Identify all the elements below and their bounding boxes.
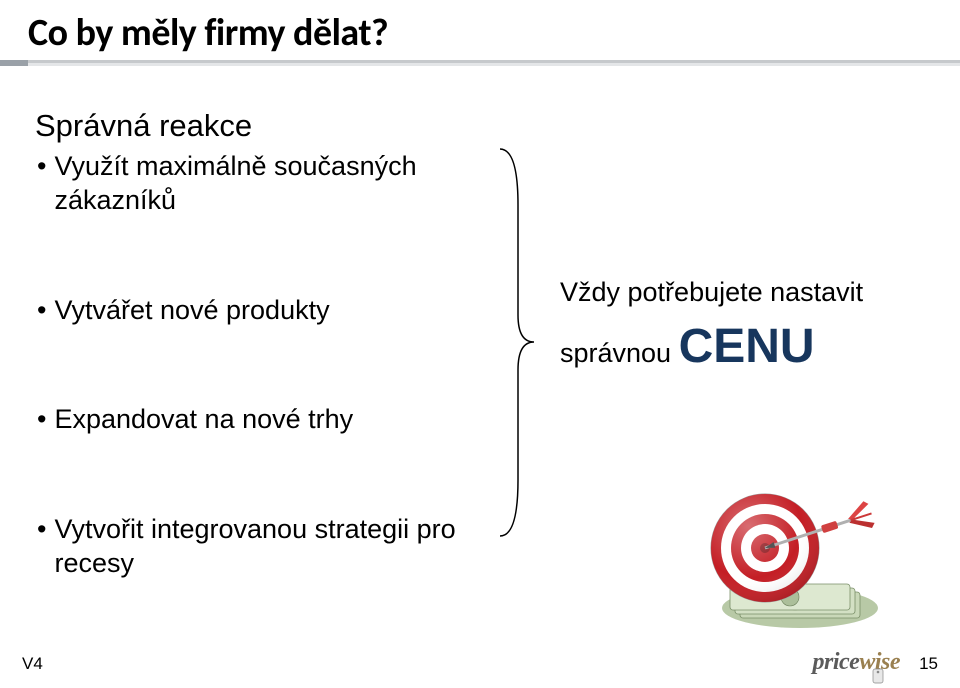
bullet-text: Vytvořit integrovanou strategii pro rece… [54, 513, 465, 581]
list-item: • Vytvořit integrovanou strategii pro re… [35, 513, 465, 581]
bullet-text: Využít maximálně současných zákazníků [54, 150, 465, 218]
page-title: Co by měly firmy dělat? [28, 10, 388, 56]
subtitle: Správná reakce [35, 108, 252, 144]
tag-icon [871, 667, 885, 685]
callout-text: Vždy potřebujete nastavit správnou CENU [560, 275, 863, 378]
list-item: • Expandovat na nové trhy [35, 403, 465, 437]
callout-prefix: správnou [560, 338, 679, 368]
logo-part1: price [813, 649, 860, 675]
footer-version: V4 [22, 654, 43, 674]
bullet-icon: • [37, 403, 46, 437]
callout-line2: správnou CENU [560, 316, 863, 378]
callout-emphasis: CENU [679, 320, 815, 373]
brand-logo: pricewise [813, 649, 900, 676]
page-number: 15 [919, 654, 938, 674]
callout-line1: Vždy potřebujete nastavit [560, 275, 863, 310]
target-dart-icon [695, 480, 900, 635]
list-item: • Využít maximálně současných zákazníků [35, 150, 465, 218]
bullet-text: Expandovat na nové trhy [54, 403, 353, 437]
bullet-text: Vytvářet nové produkty [54, 294, 329, 328]
brace-icon [492, 145, 537, 540]
list-item: • Vytvářet nové produkty [35, 294, 465, 328]
bullet-list: • Využít maximálně současných zákazníků … [35, 150, 465, 581]
title-underline [0, 60, 960, 66]
bullet-icon: • [37, 294, 46, 328]
bullet-icon: • [37, 150, 46, 184]
bullet-icon: • [37, 513, 46, 547]
